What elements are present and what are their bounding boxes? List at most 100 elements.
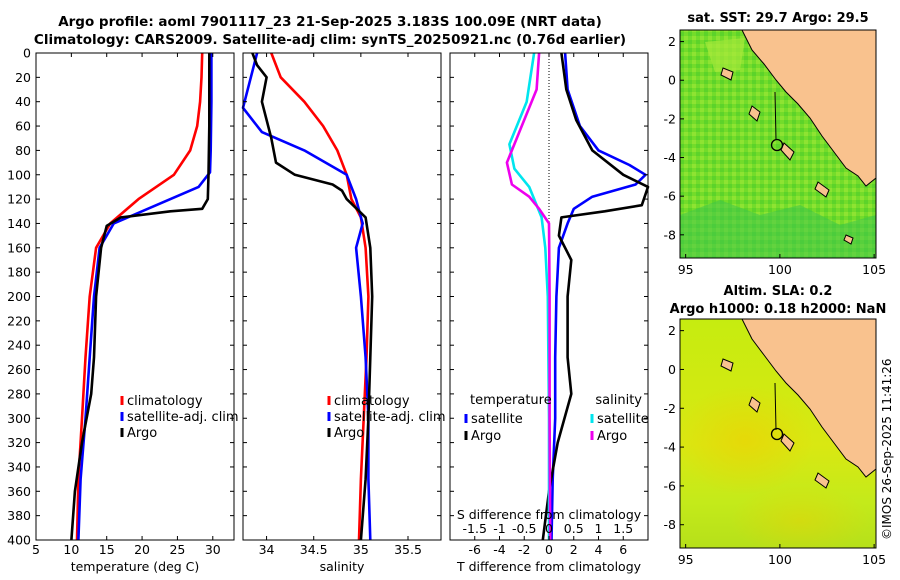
x-tick-label: 6 [619,542,627,557]
legend-label: Argo [127,426,157,441]
land-sumatra-icon [741,319,876,478]
map-y-tick-label: 0 [668,362,676,377]
trajectory-line [774,91,777,141]
depth-tick-label: 220 [7,313,31,328]
x2-tick-label: 0 [545,521,553,536]
map-x-tick-label: 100 [768,552,792,567]
legend-label: climatology [334,394,410,409]
x-tick-label: 35 [353,542,369,557]
depth-tick-label: 240 [7,338,31,353]
depth-tick-label: 120 [7,192,31,207]
sst-cool-region [680,200,876,258]
map-y-tick-label: -4 [664,150,677,165]
map-axes: 95 100 105 2 0 -2 -4 -6 -8 95 100 105 2 0 -2 -4 -6 -8 sat.… [664,11,887,567]
depth-tick-label: 300 [7,411,31,426]
map-x-tick-label: 95 [678,262,694,277]
legend-label: satellite-adj. clim [334,410,446,425]
island-pagai-icon [814,181,830,198]
island-nias-icon [748,105,761,122]
legend-label: climatology [127,394,203,409]
x2-tick-label: 1.5 [613,521,633,536]
map-y-tick-label: -2 [664,111,676,126]
sla-high-anomaly [730,485,870,548]
island-pagai-icon [814,472,830,489]
sla-high-anomaly [680,385,815,495]
depth-tick-label: 380 [7,508,31,523]
x-tick-label: 25 [169,542,185,557]
x2-tick-label: 0.5 [564,521,584,536]
map-y-tick-label: -6 [664,189,677,204]
difference-profile-panel: -6 -4 -2 0 2 4 6 T difference from climatology S… [449,52,650,574]
legend-label: satellite [471,412,523,427]
map-x-tick-label: 105 [862,262,886,277]
series-line-climatology [75,52,204,541]
map-y-tick-label: 2 [668,34,676,49]
x-tick-label: 35.5 [394,542,422,557]
depth-tick-label: 20 [15,70,31,85]
x-tick-label: 10 [63,542,79,557]
depth-tick-label: 200 [7,289,31,304]
depth-tick-label: 340 [7,459,31,474]
depth-tick-label: 280 [7,386,31,401]
argo-position-marker-sst [770,138,784,152]
depth-tick-label: 60 [15,119,31,134]
x2-tick-label: -1 [493,521,505,536]
sst-map-frame [679,29,877,259]
figure-title-line2: Climatology: CARS2009. Satellite-adj cli… [33,32,627,48]
island-simeulue-icon [720,67,734,81]
salinity-profile-panel: 34 34.5 35 35.5 salinity climatologysatellite… [241,52,446,574]
legend-title-temperature: temperature [470,393,552,408]
x-tick-label: 5 [32,542,40,557]
x2-tick-label: 1 [595,521,603,536]
sst-map [679,29,877,259]
x-axis-label: T difference from climatology [456,559,642,574]
x-tick-label: -6 [469,542,482,557]
map-y-tick-label: -8 [664,227,677,242]
x-tick-label: 20 [134,542,150,557]
x-tick-label: 15 [99,542,115,557]
map-y-tick-label: -8 [664,517,677,532]
island-enggano-icon [843,234,854,245]
depth-tick-label: 100 [7,167,31,182]
series-line-salinity-argo [505,52,552,541]
x2-tick-label: -1.5 [463,521,487,536]
depth-tick-label: 40 [15,94,31,109]
depth-tick-label: 180 [7,265,31,280]
sla-map-title-line2: Argo h1000: 0.18 h2000: NaN [670,302,887,317]
sla-map-title-line1: Altim. SLA: 0.2 [724,284,833,299]
map-x-tick-label: 105 [862,552,886,567]
legend-label: Argo [334,426,364,441]
depth-tick-label: 360 [7,484,31,499]
x-tick-label: 2 [570,542,578,557]
depth-tick-label: 160 [7,240,31,255]
series-line-argo [251,52,374,541]
map-y-tick-label: -4 [664,440,677,455]
series-line-temperature-satellite [550,52,647,541]
x-tick-label: -2 [518,542,530,557]
depth-tick-label: 0 [23,46,31,61]
series-line-climatology [270,52,370,541]
map-x-tick-label: 95 [678,552,694,567]
x-axis-label: salinity [320,559,365,574]
x-tick-label: -4 [493,542,506,557]
map-y-tick-label: 0 [668,73,676,88]
panel-frame [35,52,235,541]
series-line-temperature-argo [541,52,650,541]
x-tick-label: 4 [595,542,603,557]
island-nias-icon [748,396,761,413]
map-y-tick-label: 2 [668,323,676,338]
map-x-tick-label: 100 [768,262,792,277]
map-y-tick-label: -2 [664,401,676,416]
series-line-satellite-adj-clim [241,52,372,541]
island-simeulue-icon [720,358,734,372]
depth-tick-label: 260 [7,362,31,377]
series-line-salinity-satellite [508,52,551,540]
legend-label: Argo [471,429,501,444]
legend-label: satellite-adj. clim [127,410,239,425]
argo-position-marker-sla [770,427,784,441]
x2-axis-label: S difference from climatology [457,507,642,522]
x-tick-label: 34.5 [300,542,328,557]
series-line-satellite-adj-clim [77,53,213,541]
x-tick-label: 34 [259,542,275,557]
